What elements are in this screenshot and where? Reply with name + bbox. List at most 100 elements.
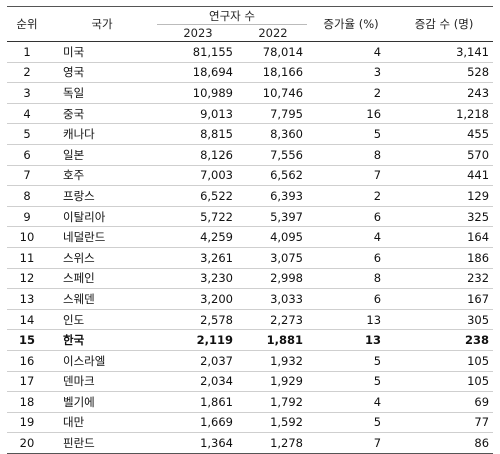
- cell-researchers-2023: 8,815: [157, 123, 239, 145]
- cell-researchers-2023: 5,722: [157, 206, 239, 228]
- cell-growth-rate: 2: [307, 82, 396, 104]
- cell-country: 독일: [47, 82, 157, 104]
- cell-change: 3,141: [395, 41, 494, 63]
- table-row-highlighted: 15 한국 2,119 1,881 13 238: [7, 329, 494, 351]
- cell-researchers-2022: 1,932: [239, 350, 308, 372]
- cell-researchers-2023: 2,578: [157, 309, 239, 331]
- cell-country: 이스라엘: [47, 350, 157, 372]
- table-row: 6 일본 8,126 7,556 8 570: [7, 144, 494, 166]
- researcher-ranking-table: 순위 국가 연구자 수 증가율 (%) 증감 수 (명) 2023 2022 1…: [7, 6, 494, 454]
- cell-growth-rate: 4: [307, 391, 396, 413]
- cell-growth-rate: 6: [307, 206, 396, 228]
- cell-country: 벨기에: [47, 391, 157, 413]
- cell-change: 441: [395, 165, 494, 187]
- cell-growth-rate: 4: [307, 226, 396, 248]
- cell-change: 167: [395, 288, 494, 310]
- cell-rank: 8: [7, 185, 47, 207]
- cell-researchers-2022: 1,881: [239, 329, 308, 351]
- cell-country: 일본: [47, 144, 157, 166]
- cell-rank: 2: [7, 62, 47, 84]
- cell-rank: 6: [7, 144, 47, 166]
- cell-country: 스페인: [47, 268, 157, 290]
- cell-researchers-2023: 6,522: [157, 185, 239, 207]
- cell-change: 455: [395, 123, 494, 145]
- table-row: 13 스웨덴 3,200 3,033 6 167: [7, 288, 494, 310]
- cell-rank: 14: [7, 309, 47, 331]
- ranking-table-container: 순위 국가 연구자 수 증가율 (%) 증감 수 (명) 2023 2022 1…: [0, 6, 500, 454]
- cell-researchers-2022: 4,095: [239, 226, 308, 248]
- header-year-2022: 2022: [239, 24, 308, 42]
- header-country: 국가: [47, 6, 157, 42]
- cell-rank: 18: [7, 391, 47, 413]
- cell-change: 1,218: [395, 103, 494, 125]
- cell-growth-rate: 8: [307, 144, 396, 166]
- cell-growth-rate: 5: [307, 350, 396, 372]
- cell-researchers-2022: 1,592: [239, 412, 308, 434]
- cell-rank: 5: [7, 123, 47, 145]
- cell-researchers-2022: 10,746: [239, 82, 308, 104]
- cell-growth-rate: 6: [307, 288, 396, 310]
- cell-researchers-2023: 18,694: [157, 62, 239, 84]
- cell-growth-rate: 8: [307, 268, 396, 290]
- cell-rank: 15: [7, 329, 47, 351]
- cell-change: 186: [395, 247, 494, 269]
- cell-change: 243: [395, 82, 494, 104]
- table-row: 11 스위스 3,261 3,075 6 186: [7, 247, 494, 269]
- cell-change: 232: [395, 268, 494, 290]
- cell-researchers-2023: 1,364: [157, 432, 239, 454]
- cell-change: 305: [395, 309, 494, 331]
- cell-rank: 7: [7, 165, 47, 187]
- cell-change: 69: [395, 391, 494, 413]
- cell-change: 129: [395, 185, 494, 207]
- table-row: 3 독일 10,989 10,746 2 243: [7, 82, 494, 104]
- cell-change: 77: [395, 412, 494, 434]
- cell-researchers-2022: 2,998: [239, 268, 308, 290]
- table-row: 9 이탈리아 5,722 5,397 6 325: [7, 206, 494, 228]
- cell-growth-rate: 2: [307, 185, 396, 207]
- cell-researchers-2023: 3,230: [157, 268, 239, 290]
- cell-country: 영국: [47, 62, 157, 84]
- cell-researchers-2023: 2,119: [157, 329, 239, 351]
- table-row: 18 벨기에 1,861 1,792 4 69: [7, 391, 494, 413]
- cell-country: 한국: [47, 329, 157, 351]
- cell-growth-rate: 5: [307, 412, 396, 434]
- cell-change: 86: [395, 432, 494, 454]
- cell-rank: 4: [7, 103, 47, 125]
- cell-rank: 12: [7, 268, 47, 290]
- cell-country: 인도: [47, 309, 157, 331]
- cell-growth-rate: 7: [307, 432, 396, 454]
- cell-country: 이탈리아: [47, 206, 157, 228]
- cell-growth-rate: 7: [307, 165, 396, 187]
- header-year-2023: 2023: [157, 24, 239, 42]
- cell-researchers-2022: 2,273: [239, 309, 308, 331]
- cell-country: 스위스: [47, 247, 157, 269]
- table-row: 14 인도 2,578 2,273 13 305: [7, 309, 494, 331]
- cell-rank: 16: [7, 350, 47, 372]
- cell-researchers-2022: 1,278: [239, 432, 308, 454]
- cell-country: 대만: [47, 412, 157, 434]
- cell-change: 238: [395, 329, 494, 351]
- cell-rank: 1: [7, 41, 47, 63]
- cell-researchers-2023: 3,261: [157, 247, 239, 269]
- cell-country: 덴마크: [47, 371, 157, 393]
- table-row: 20 핀란드 1,364 1,278 7 86: [7, 432, 494, 454]
- table-header: 순위 국가 연구자 수 증가율 (%) 증감 수 (명) 2023 2022: [7, 6, 494, 42]
- cell-researchers-2022: 6,562: [239, 165, 308, 187]
- cell-researchers-2023: 9,013: [157, 103, 239, 125]
- cell-rank: 10: [7, 226, 47, 248]
- cell-change: 105: [395, 371, 494, 393]
- cell-country: 호주: [47, 165, 157, 187]
- table-row: 17 덴마크 2,034 1,929 5 105: [7, 371, 494, 393]
- cell-change: 570: [395, 144, 494, 166]
- cell-rank: 13: [7, 288, 47, 310]
- table-row: 19 대만 1,669 1,592 5 77: [7, 412, 494, 434]
- cell-rank: 19: [7, 412, 47, 434]
- cell-growth-rate: 13: [307, 309, 396, 331]
- table-row: 8 프랑스 6,522 6,393 2 129: [7, 185, 494, 207]
- cell-country: 미국: [47, 41, 157, 63]
- cell-researchers-2023: 8,126: [157, 144, 239, 166]
- cell-change: 164: [395, 226, 494, 248]
- header-growth-rate: 증가율 (%): [307, 6, 396, 42]
- cell-growth-rate: 16: [307, 103, 396, 125]
- cell-researchers-2022: 7,795: [239, 103, 308, 125]
